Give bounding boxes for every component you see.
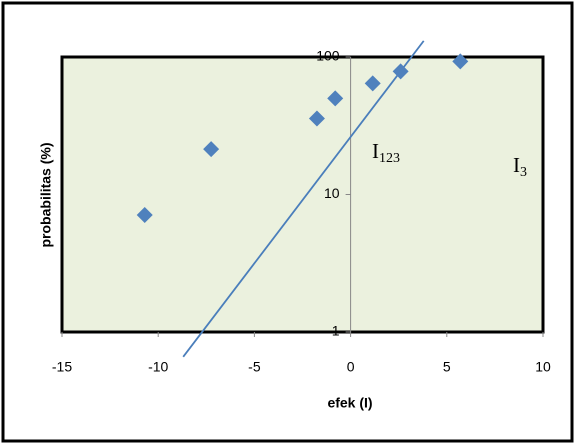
point	[452, 53, 469, 70]
annotation: I3	[513, 153, 527, 180]
plot-area	[60, 55, 545, 334]
point	[308, 110, 325, 127]
point	[203, 141, 220, 158]
y-tick-label: 1	[332, 323, 340, 339]
x-tick-label: 0	[347, 359, 355, 375]
x-axis-label: efek (I)	[327, 395, 372, 411]
point	[136, 206, 153, 223]
x-tick-label: -10	[148, 359, 168, 375]
annotation: I123	[372, 139, 400, 166]
y-axis-label: probabilitas (%)	[38, 142, 54, 247]
annotation-base: I	[513, 153, 520, 177]
annotation-sub: 3	[520, 165, 527, 180]
annotation-sub: 123	[379, 151, 400, 166]
y-tick-label: 100	[316, 48, 340, 64]
y-tick-label: 10	[324, 185, 340, 201]
x-tick-label: 10	[535, 359, 551, 375]
point	[392, 63, 409, 80]
point	[364, 75, 381, 92]
annotation-base: I	[372, 139, 379, 163]
trendline	[182, 40, 425, 358]
x-tick-label: -15	[52, 359, 72, 375]
point	[327, 90, 344, 107]
x-tick-label: -5	[248, 359, 261, 375]
x-tick-label: 5	[443, 359, 451, 375]
